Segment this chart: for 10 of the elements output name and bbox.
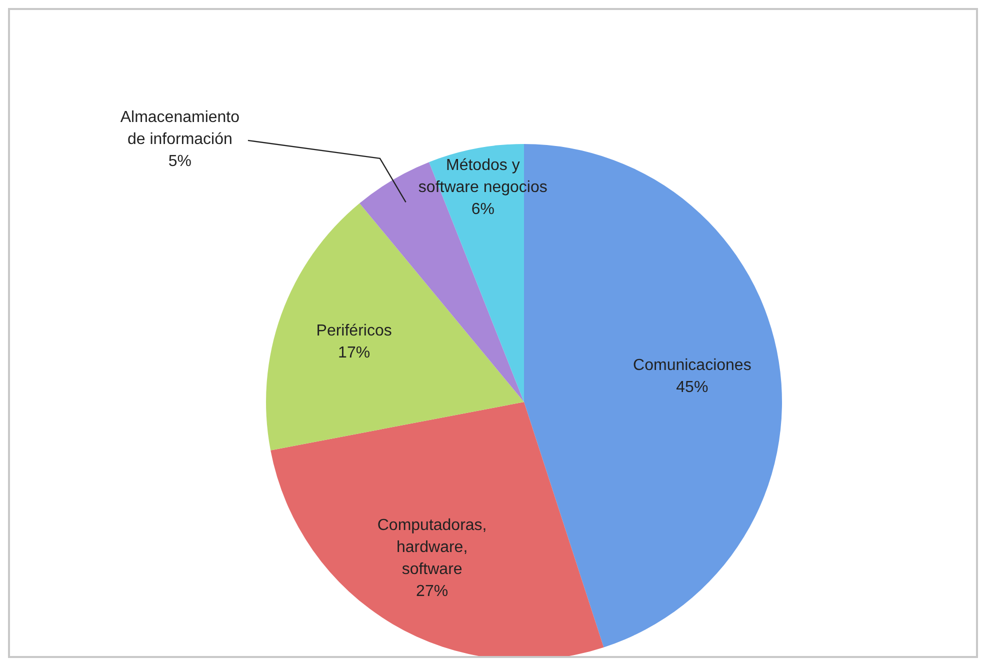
slice-label: Métodos y software negocios [418, 157, 548, 196]
data-label: 5% [168, 153, 192, 170]
slice-label: Comunicaciones [633, 356, 752, 374]
slice-label: Periféricos [316, 322, 392, 340]
data-label: 6% [471, 201, 494, 218]
data-label: 27% [416, 583, 448, 600]
data-label: 17% [338, 344, 370, 362]
slice-label: Computadoras, hardware, software [377, 517, 487, 578]
data-label: 45% [676, 378, 708, 396]
slice-label: Almacenamiento de información [120, 109, 240, 148]
